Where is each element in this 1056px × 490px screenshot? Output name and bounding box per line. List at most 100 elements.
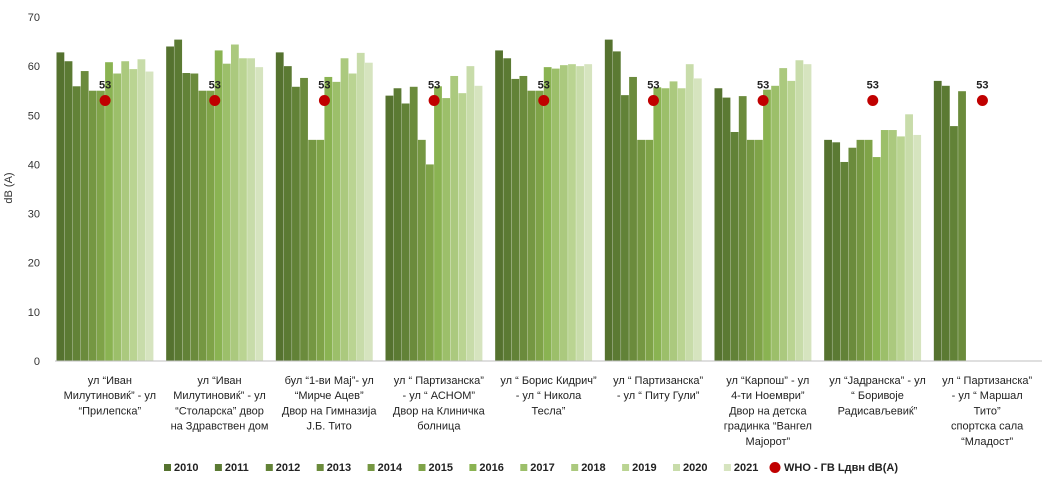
category-labels: ул “Иван Милутиновиќ” - ул “Прилепска”ул “… bbox=[64, 375, 1033, 448]
category-label: ул “Иван Милутиновиќ” - ул “Столарска” дво… bbox=[171, 375, 269, 433]
y-axis: 0 10 20 30 40 50 60 70 bbox=[28, 12, 40, 368]
bar bbox=[206, 90, 215, 362]
bar bbox=[255, 67, 264, 361]
category-label: бул “1-ви Мај”- ул “Мирче Ацев” Двор на Ги… bbox=[282, 375, 377, 433]
legend-swatch bbox=[164, 464, 171, 471]
who-marker bbox=[867, 95, 879, 107]
bar bbox=[629, 76, 637, 361]
category-label: ул “ Партизанска” - ул “ АСНОМ” Двор на Кл… bbox=[393, 375, 486, 433]
bar bbox=[950, 126, 958, 361]
y-tick-label: 20 bbox=[28, 258, 40, 270]
category-label-line: болница bbox=[417, 421, 461, 433]
category-label: ул “ Партизанска” - ул “ Питу Гули” bbox=[613, 375, 703, 402]
who-data-label: 53 bbox=[428, 80, 440, 92]
bar bbox=[198, 90, 207, 362]
who-data-label: 53 bbox=[318, 80, 330, 92]
category-label-line: ул “Иван bbox=[197, 375, 241, 387]
bar bbox=[434, 86, 442, 361]
bar bbox=[763, 89, 771, 361]
who-marker bbox=[209, 95, 221, 107]
category-label-line: на Здравствен дом bbox=[171, 421, 269, 433]
bar bbox=[803, 64, 812, 362]
legend-label: 2013 bbox=[327, 462, 351, 474]
legend-swatch bbox=[214, 464, 222, 471]
bar bbox=[356, 52, 365, 362]
bar bbox=[568, 64, 576, 362]
category-label-line: “Столарска” двор bbox=[175, 405, 264, 417]
category-label-line: ул “ Партизанска” bbox=[394, 375, 484, 387]
bar bbox=[832, 142, 841, 361]
category-label-line: - ул “ Питу Гули” bbox=[617, 390, 700, 402]
bar bbox=[722, 97, 731, 361]
bar bbox=[913, 134, 922, 361]
category-label-line: Милутиновиќ” - ул bbox=[173, 390, 266, 402]
bar bbox=[795, 60, 804, 361]
y-tick-label: 70 bbox=[28, 12, 40, 24]
legend-swatch bbox=[622, 464, 630, 471]
category-label-line: - ул “ АСНОМ” bbox=[403, 390, 476, 402]
bar bbox=[872, 157, 881, 361]
bar bbox=[661, 88, 670, 361]
bar bbox=[129, 69, 138, 361]
legend-swatch bbox=[469, 464, 477, 471]
bar bbox=[495, 50, 503, 362]
bar bbox=[247, 58, 255, 361]
bar bbox=[222, 63, 231, 361]
bar bbox=[856, 139, 865, 361]
bar bbox=[576, 66, 584, 361]
legend-label: 2020 bbox=[683, 462, 707, 474]
category-label-line: ул “Јадранска” - ул bbox=[829, 375, 926, 387]
category-label-line: спортска сала bbox=[951, 421, 1024, 433]
bar bbox=[64, 61, 73, 361]
legend-label: 2010 bbox=[174, 462, 198, 474]
bar bbox=[519, 75, 528, 361]
category-label-line: “Прилепска” bbox=[78, 405, 141, 417]
bar bbox=[503, 58, 512, 361]
bar bbox=[604, 39, 613, 362]
bar bbox=[677, 88, 686, 361]
bar bbox=[653, 87, 662, 362]
bar bbox=[364, 62, 373, 361]
legend-swatch bbox=[673, 464, 680, 471]
bar bbox=[348, 73, 357, 361]
category-label-line: Тито” bbox=[974, 405, 1001, 417]
legend-label: 2012 bbox=[276, 462, 300, 474]
category-label-line: бул “1-ви Мај”- ул bbox=[285, 375, 374, 387]
legend-label: 2015 bbox=[429, 462, 453, 474]
bar bbox=[88, 90, 97, 362]
bar bbox=[933, 80, 942, 361]
bar bbox=[559, 65, 568, 361]
bar bbox=[584, 64, 593, 362]
legend-label: 2016 bbox=[479, 462, 503, 474]
category-label-line: Мајорот” bbox=[745, 436, 790, 448]
bar bbox=[958, 91, 966, 362]
bar bbox=[316, 139, 325, 361]
bar bbox=[840, 161, 849, 361]
bar bbox=[669, 81, 678, 361]
category-label-line: ул “ Партизанска” bbox=[613, 375, 703, 387]
category-label: ул “Карпош” - ул 4-ти Ноември” Двор на дет… bbox=[724, 375, 812, 448]
y-tick-label: 60 bbox=[28, 61, 40, 73]
bar bbox=[905, 114, 913, 361]
who-data-label: 53 bbox=[867, 80, 879, 92]
legend-label: 2011 bbox=[225, 462, 249, 474]
bar bbox=[292, 86, 300, 361]
legend-label: 2014 bbox=[378, 462, 403, 474]
bar bbox=[230, 44, 239, 362]
bar bbox=[824, 139, 832, 361]
y-tick-label: 0 bbox=[34, 356, 40, 368]
bar bbox=[214, 50, 223, 362]
bar bbox=[332, 81, 341, 362]
legend-swatch bbox=[520, 464, 528, 471]
who-data-label: 53 bbox=[538, 80, 550, 92]
bar bbox=[385, 95, 394, 361]
bar bbox=[551, 68, 560, 361]
category-label-line: Ј.Б. Тито bbox=[307, 421, 352, 433]
bar bbox=[474, 85, 483, 362]
bar bbox=[543, 67, 552, 361]
y-tick-label: 30 bbox=[28, 209, 40, 221]
bar bbox=[426, 164, 434, 361]
bar bbox=[771, 85, 779, 362]
category-label: ул “Иван Милутиновиќ” - ул “Прилепска” bbox=[64, 375, 157, 417]
